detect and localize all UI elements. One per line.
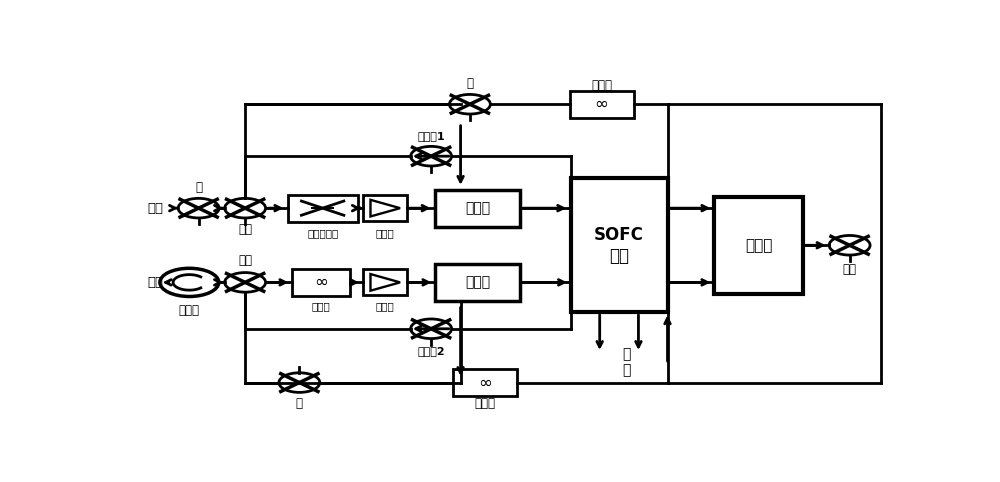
Bar <box>570 91 634 118</box>
Text: ∞: ∞ <box>314 273 328 292</box>
Text: 换热器: 换热器 <box>465 275 490 289</box>
Text: SOFC
电堆: SOFC 电堆 <box>594 226 644 265</box>
Bar <box>363 269 407 295</box>
Circle shape <box>279 373 320 392</box>
Text: 流量计: 流量计 <box>475 397 496 410</box>
Text: 重整器: 重整器 <box>465 201 490 215</box>
Text: 尾气阀2: 尾气阀2 <box>417 346 445 356</box>
Text: 阀: 阀 <box>296 397 303 410</box>
Text: ∞: ∞ <box>478 374 492 391</box>
Circle shape <box>829 236 870 255</box>
Bar <box>363 195 407 221</box>
Bar <box>571 178 668 312</box>
Text: 流量计: 流量计 <box>591 79 612 92</box>
Text: 三通: 三通 <box>238 223 252 236</box>
Bar <box>435 264 520 301</box>
Text: 燃料: 燃料 <box>148 201 164 214</box>
Text: 压力计: 压力计 <box>375 228 394 239</box>
Circle shape <box>225 273 266 292</box>
Text: 负
载: 负 载 <box>623 347 631 377</box>
Text: 阀: 阀 <box>466 77 473 90</box>
Circle shape <box>449 94 490 114</box>
Text: ∞: ∞ <box>595 95 609 113</box>
Text: 燃烧室: 燃烧室 <box>745 238 772 253</box>
Text: 流量计: 流量计 <box>312 302 330 311</box>
Bar <box>292 269 350 296</box>
Circle shape <box>411 319 452 338</box>
Circle shape <box>225 199 266 218</box>
Bar <box>435 189 520 227</box>
Circle shape <box>160 268 219 296</box>
Bar <box>453 369 517 396</box>
Text: 尾气阀1: 尾气阀1 <box>417 131 445 141</box>
Text: 流量控制计: 流量控制计 <box>307 228 338 239</box>
Bar <box>288 195 358 222</box>
Text: 三通: 三通 <box>843 263 857 276</box>
Bar <box>714 197 803 294</box>
Text: 三通: 三通 <box>238 254 252 268</box>
Text: 压力计: 压力计 <box>375 302 394 311</box>
Text: 鼓风机: 鼓风机 <box>179 304 200 317</box>
Circle shape <box>411 147 452 166</box>
Circle shape <box>178 199 219 218</box>
Text: 阀: 阀 <box>195 181 202 194</box>
Text: 空气: 空气 <box>148 276 164 289</box>
